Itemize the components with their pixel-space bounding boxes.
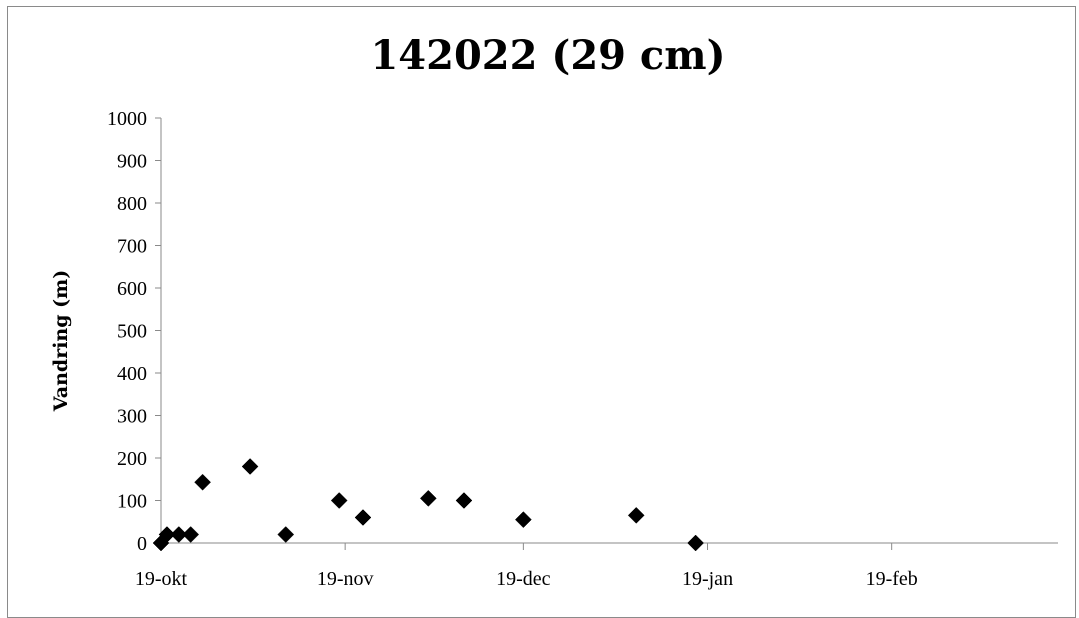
data-point (182, 526, 200, 543)
data-point (687, 534, 704, 552)
data-point (170, 526, 188, 543)
y-tick-label: 400 (117, 363, 147, 385)
data-points (152, 458, 704, 552)
chart-frame (7, 6, 1076, 618)
y-tick-label: 500 (117, 321, 147, 343)
y-tick-label: 600 (117, 278, 147, 300)
data-point (277, 526, 295, 543)
y-axis-title: Vandring (m) (50, 270, 72, 412)
data-point (194, 473, 211, 491)
x-tick-label: 19-okt (135, 568, 188, 590)
x-tick-label: 19-nov (317, 568, 374, 590)
data-point (627, 507, 645, 524)
x-tick-label: 19-feb (866, 568, 918, 590)
chart-title: 142022 (29 cm) (370, 32, 726, 79)
data-point (158, 526, 176, 543)
y-tick-label: 900 (117, 151, 147, 173)
y-tick-label: 1000 (107, 108, 147, 130)
data-point (330, 492, 348, 509)
data-point (419, 490, 437, 507)
y-axis-ticks: 0 100 200 300 400 500 600 700 800 900 1000 (107, 108, 161, 555)
axes (160, 118, 1058, 544)
data-point (455, 492, 473, 509)
y-tick-label: 200 (117, 448, 147, 470)
y-tick-label: 100 (117, 491, 147, 513)
x-axis-ticks: 19-okt 19-nov 19-dec 19-jan 19-feb (135, 543, 918, 590)
data-point (515, 511, 532, 528)
x-tick-label: 19-jan (682, 568, 733, 590)
y-tick-label: 800 (117, 193, 147, 215)
y-tick-label: 0 (137, 533, 147, 555)
data-point (354, 509, 372, 526)
y-tick-label: 300 (117, 406, 147, 428)
y-tick-label: 700 (117, 236, 147, 258)
x-tick-label: 19-dec (496, 568, 551, 590)
data-point (241, 458, 259, 475)
